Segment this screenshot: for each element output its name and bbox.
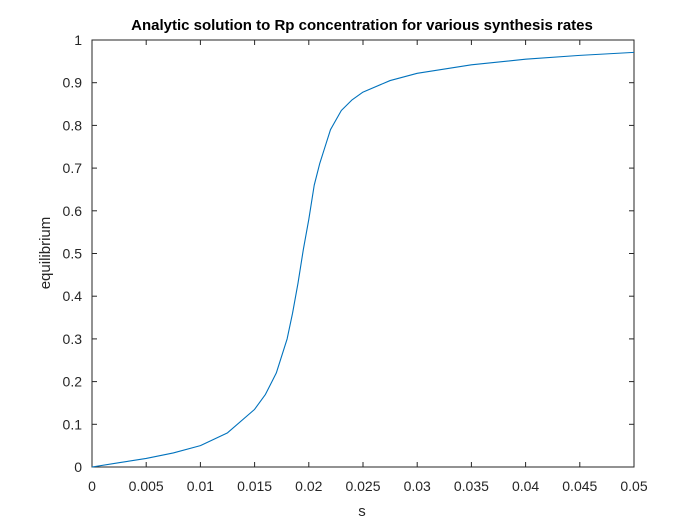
axis-ticks: 0 0.005 0.01 0.015 0.02 0.025 0.03 0.035 0.04 0.0… [63, 32, 648, 494]
y-tick-label: 0.3 [63, 331, 83, 347]
y-tick-label: 1 [74, 32, 82, 48]
x-tick-label: 0.025 [345, 478, 380, 494]
series-line [91, 51, 635, 468]
x-tick-label: 0.015 [237, 478, 272, 494]
y-tick-label: 0.8 [63, 117, 83, 133]
x-tick-label: 0.01 [187, 478, 214, 494]
x-tick-label: 0.045 [562, 478, 597, 494]
y-tick-label: 0 [74, 459, 82, 475]
y-tick-label: 0.9 [63, 75, 83, 91]
x-axis-label: s [358, 503, 366, 520]
x-tick-label: 0.02 [295, 478, 322, 494]
y-tick-label: 0.1 [63, 416, 83, 432]
chart-title: Analytic solution to Rp concentration fo… [131, 17, 593, 34]
plot-area [91, 39, 635, 468]
series-layer [91, 51, 635, 468]
y-tick-label: 0.5 [63, 246, 83, 262]
x-tick-label: 0.04 [512, 478, 539, 494]
y-tick-label: 0.2 [63, 374, 83, 390]
y-tick-label: 0.6 [63, 203, 83, 219]
x-tick-label: 0 [88, 478, 96, 494]
y-axis-label: equilibrium [37, 217, 54, 290]
y-tick-label: 0.7 [63, 160, 83, 176]
x-tick-label: 0.05 [620, 478, 647, 494]
x-tick-label: 0.035 [454, 478, 489, 494]
y-tick-label: 0.4 [63, 288, 83, 304]
plot-frame [91, 39, 635, 468]
x-tick-label: 0.005 [129, 478, 164, 494]
x-tick-label: 0.03 [404, 478, 431, 494]
